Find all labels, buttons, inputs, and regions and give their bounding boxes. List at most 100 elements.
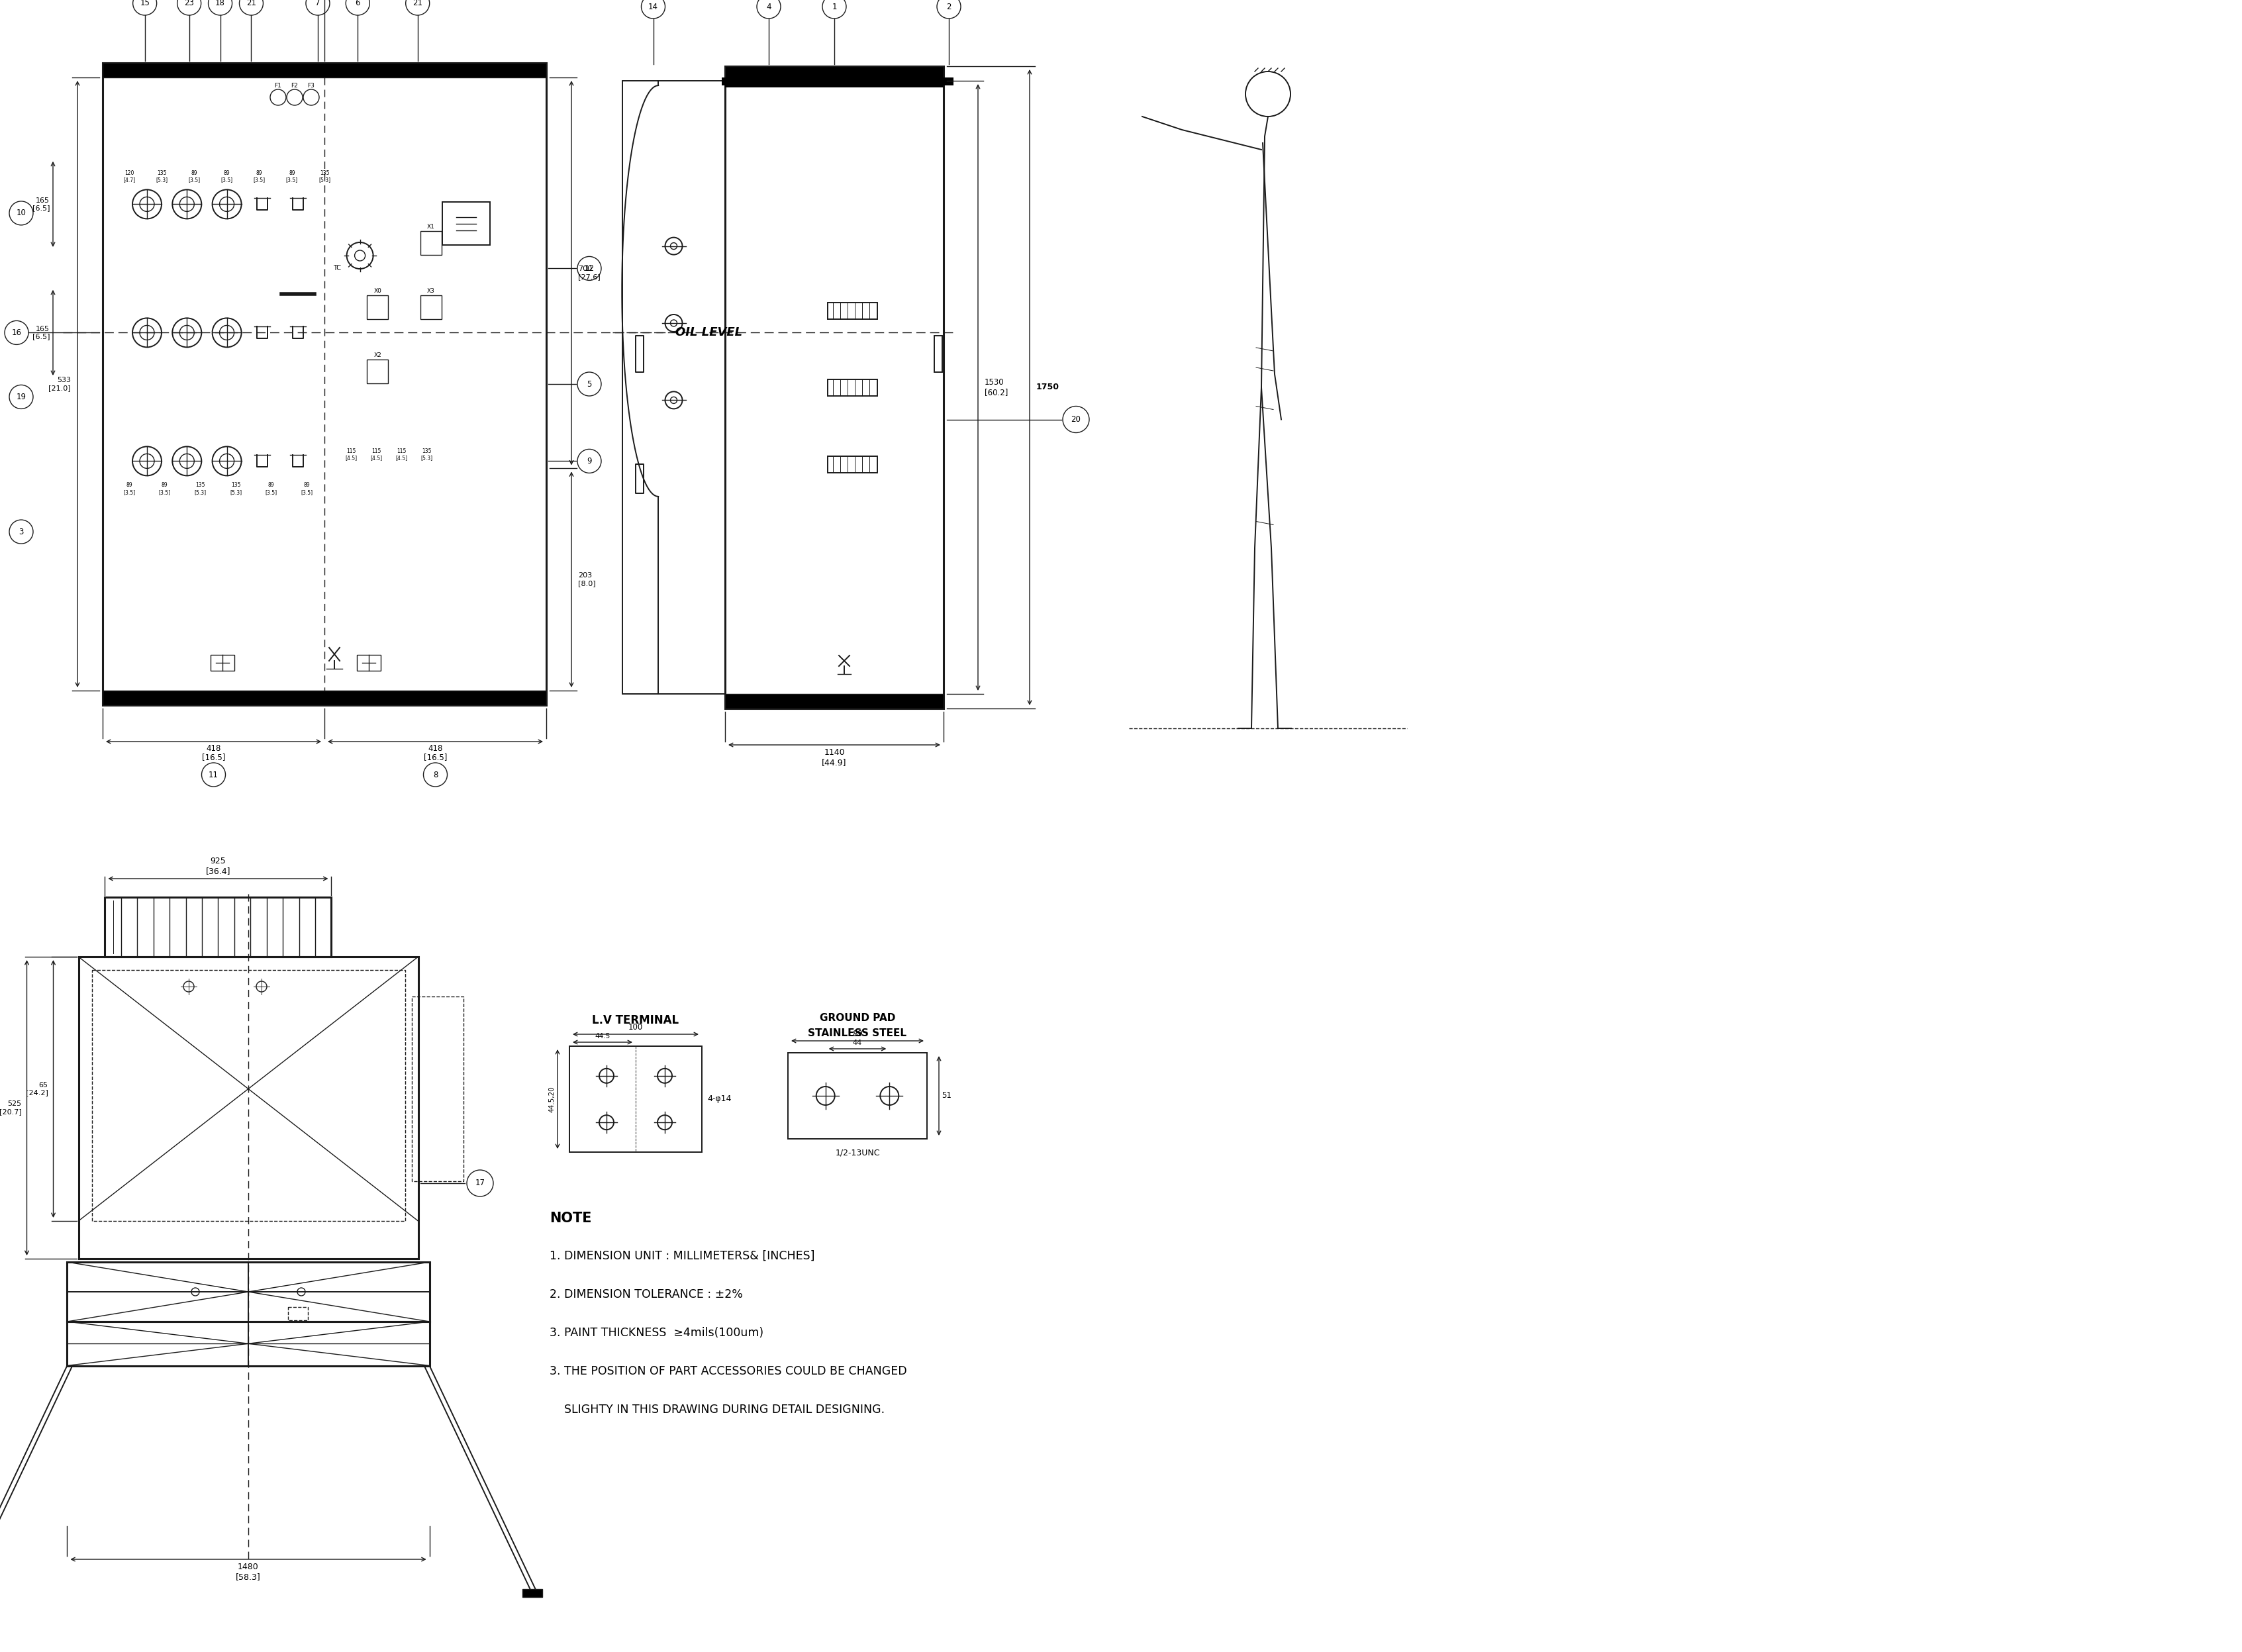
Text: 89
[3.5]: 89 [3.5] — [159, 482, 170, 496]
Text: 51: 51 — [942, 1092, 951, 1100]
Text: 23: 23 — [184, 0, 195, 8]
Bar — [724, 66, 944, 709]
Bar — [67, 1322, 430, 1366]
Text: 418: 418 — [428, 745, 442, 753]
Text: GROUND PAD: GROUND PAD — [821, 1013, 895, 1023]
Bar — [287, 1307, 307, 1320]
Text: 115
[4.5]: 115 [4.5] — [395, 448, 408, 461]
Text: 2. DIMENSION TOLERANCE : ±2%: 2. DIMENSION TOLERANCE : ±2% — [549, 1289, 742, 1300]
Text: 21: 21 — [247, 0, 256, 8]
Bar — [442, 202, 491, 244]
Text: 1750: 1750 — [1036, 383, 1060, 392]
Bar — [92, 970, 406, 1221]
Bar — [78, 957, 419, 1259]
Text: 89
[3.5]: 89 [3.5] — [253, 170, 265, 183]
Text: 89
[3.5]: 89 [3.5] — [222, 170, 233, 183]
Text: 165
[6.5]: 165 [6.5] — [31, 325, 49, 340]
Text: TC: TC — [332, 264, 341, 271]
Text: 418: 418 — [206, 745, 222, 753]
Bar — [722, 78, 953, 86]
Text: X2: X2 — [374, 352, 381, 358]
Text: 1/2-13UNC: 1/2-13UNC — [834, 1148, 879, 1158]
Text: 89
[3.5]: 89 [3.5] — [123, 482, 135, 496]
Text: 533
[21.0]: 533 [21.0] — [49, 377, 72, 392]
Text: 2: 2 — [946, 2, 951, 12]
Text: L.V TERMINAL: L.V TERMINAL — [592, 1014, 679, 1026]
Text: 44: 44 — [852, 1039, 863, 1046]
Text: 17: 17 — [475, 1180, 484, 1188]
Text: 115
[4.5]: 115 [4.5] — [345, 448, 356, 461]
Text: F1: F1 — [274, 83, 282, 89]
Text: 44.5,20: 44.5,20 — [549, 1085, 554, 1112]
Text: 15: 15 — [139, 0, 150, 8]
Text: 1530
[60.2]: 1530 [60.2] — [984, 378, 1009, 396]
Bar — [413, 996, 464, 1181]
Bar — [827, 380, 877, 396]
Text: 21: 21 — [413, 0, 421, 8]
Text: 14: 14 — [648, 2, 659, 12]
Text: 89
[3.5]: 89 [3.5] — [287, 170, 298, 183]
Text: 12: 12 — [585, 264, 594, 273]
Text: 10: 10 — [16, 208, 27, 218]
Text: 89
[3.5]: 89 [3.5] — [188, 170, 200, 183]
Bar — [637, 335, 643, 372]
Text: 7: 7 — [316, 0, 321, 8]
Text: 135
[5.3]: 135 [5.3] — [195, 482, 206, 496]
Bar — [105, 897, 332, 957]
Text: X0: X0 — [374, 287, 381, 294]
Text: 135
[5.3]: 135 [5.3] — [421, 448, 433, 461]
Text: 165
[6.5]: 165 [6.5] — [31, 197, 49, 211]
Bar — [827, 456, 877, 472]
Text: [16.5]: [16.5] — [424, 753, 446, 762]
Text: 925
[36.4]: 925 [36.4] — [206, 857, 231, 876]
Text: 18: 18 — [215, 0, 224, 8]
Bar — [103, 63, 547, 78]
Text: 1480
[58.3]: 1480 [58.3] — [235, 1563, 260, 1581]
Text: 9: 9 — [587, 458, 592, 466]
Text: 135
[5.3]: 135 [5.3] — [155, 170, 168, 183]
Bar — [827, 302, 877, 319]
Bar — [368, 358, 388, 383]
Bar — [103, 691, 547, 705]
Bar — [637, 464, 643, 494]
Bar — [419, 296, 442, 319]
Text: 16: 16 — [11, 329, 22, 337]
Bar — [211, 654, 235, 671]
Text: 1. DIMENSION UNIT : MILLIMETERS& [INCHES]: 1. DIMENSION UNIT : MILLIMETERS& [INCHES… — [549, 1251, 814, 1262]
Bar — [522, 1589, 543, 1597]
Text: 3. THE POSITION OF PART ACCESSORIES COULD BE CHANGED: 3. THE POSITION OF PART ACCESSORIES COUL… — [549, 1365, 906, 1378]
Text: OIL LEVEL: OIL LEVEL — [675, 327, 742, 339]
Text: 100: 100 — [628, 1023, 643, 1031]
Text: 1140
[44.9]: 1140 [44.9] — [823, 748, 847, 767]
Bar — [724, 694, 944, 709]
Bar — [67, 1262, 430, 1322]
Bar — [724, 66, 944, 81]
Bar — [419, 231, 442, 254]
Text: 89
[3.5]: 89 [3.5] — [300, 482, 312, 496]
Text: 8: 8 — [433, 770, 437, 780]
Bar — [787, 1052, 926, 1138]
Text: 44.5: 44.5 — [594, 1032, 610, 1039]
Text: X1: X1 — [426, 225, 435, 230]
Text: SLIGHTY IN THIS DRAWING DURING DETAIL DESIGNING.: SLIGHTY IN THIS DRAWING DURING DETAIL DE… — [549, 1404, 886, 1416]
Text: 3. PAINT THICKNESS  ≥4mils(100um): 3. PAINT THICKNESS ≥4mils(100um) — [549, 1327, 765, 1338]
Text: F2: F2 — [291, 83, 298, 89]
Text: NOTE: NOTE — [549, 1211, 592, 1224]
Bar — [368, 296, 388, 319]
Text: 135
[5.3]: 135 [5.3] — [318, 170, 330, 183]
Text: 19: 19 — [16, 393, 27, 401]
Text: 20: 20 — [1072, 415, 1081, 425]
Text: 203
[8.0]: 203 [8.0] — [578, 572, 596, 586]
Text: 65
[24.2]: 65 [24.2] — [25, 1082, 47, 1095]
Text: STAINLESS STEEL: STAINLESS STEEL — [807, 1028, 906, 1037]
Text: 1: 1 — [832, 2, 836, 12]
Text: 4-φ14: 4-φ14 — [706, 1095, 731, 1104]
Text: 120
[4.7]: 120 [4.7] — [123, 170, 135, 183]
Text: 115
[4.5]: 115 [4.5] — [370, 448, 381, 461]
Text: 135
[5.3]: 135 [5.3] — [229, 482, 242, 496]
Text: 700
[27.6]: 700 [27.6] — [578, 266, 601, 281]
Bar — [623, 81, 724, 694]
Text: 3: 3 — [18, 527, 25, 535]
Text: 89: 89 — [852, 1029, 863, 1037]
Text: 525
[20.7]: 525 [20.7] — [0, 1100, 22, 1115]
